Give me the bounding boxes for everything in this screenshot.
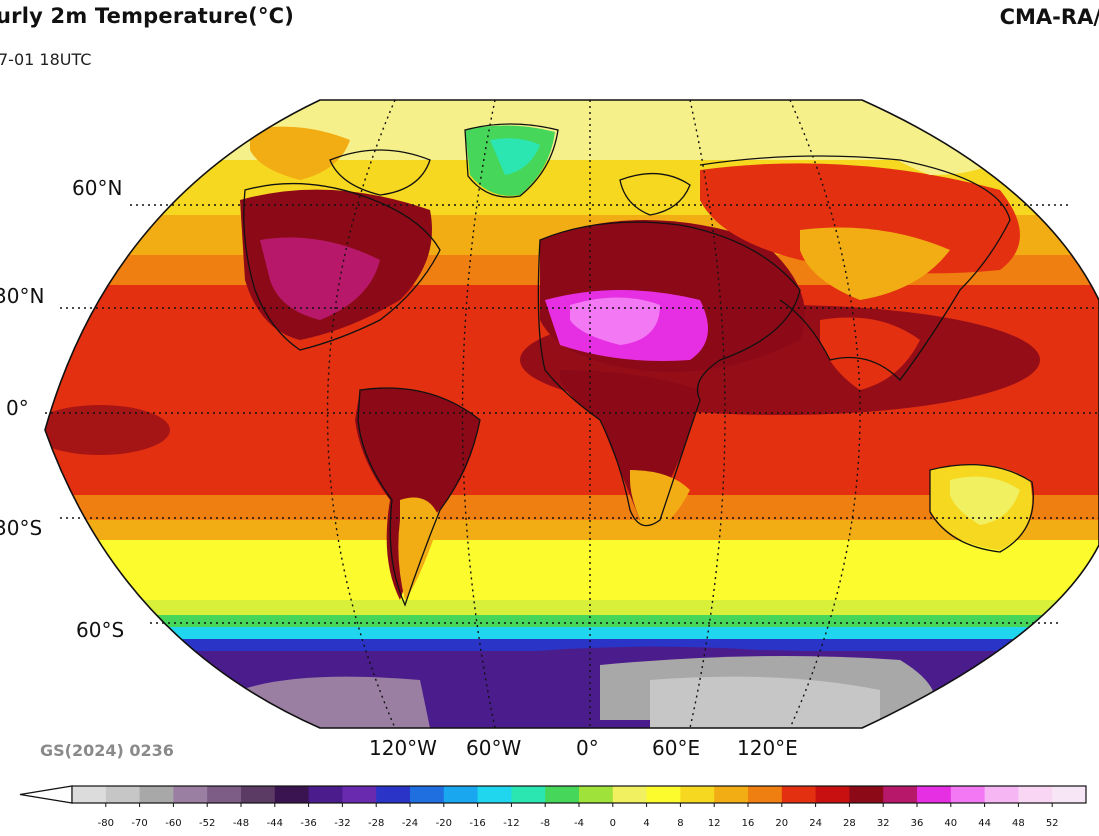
colorbar-swatch: [748, 786, 783, 803]
colorbar-tick-label: 28: [843, 818, 856, 829]
colorbar-swatch: [173, 786, 208, 803]
colorbar-tick-label: 48: [1012, 818, 1025, 829]
colorbar-swatch: [714, 786, 749, 803]
lat-label-30n: 30°N: [0, 284, 45, 308]
colorbar-tick-label: 4: [643, 818, 650, 829]
colorbar-svg: [19, 785, 1087, 807]
lon-label-120e: 120°E: [737, 736, 798, 760]
colorbar: [0, 780, 1099, 832]
colorbar-tick-label: -52: [199, 818, 216, 829]
colorbar-tick-label: 44: [978, 818, 991, 829]
colorbar-tick-label: 12: [707, 818, 721, 829]
colorbar-swatch: [984, 786, 1019, 803]
colorbar-swatch: [950, 786, 986, 803]
chart-title: urly 2m Temperature(°C): [0, 4, 295, 28]
colorbar-tick-label: 40: [944, 818, 958, 829]
colorbar-tick-label: -28: [368, 818, 385, 829]
colorbar-tick-label: -12: [503, 818, 520, 829]
lon-label-60e: 60°E: [652, 736, 701, 760]
colorbar-tick-label: 20: [775, 818, 789, 829]
colorbar-tick-label: -60: [165, 818, 182, 829]
colorbar-tick-label: 36: [910, 818, 924, 829]
colorbar-swatch: [612, 786, 648, 803]
lat-label-60n: 60°N: [72, 176, 123, 200]
colorbar-tick-label: 24: [809, 818, 822, 829]
colorbar-tick-label: -80: [97, 818, 114, 829]
colorbar-tick-label: -24: [401, 818, 419, 829]
colorbar-tick-label: -70: [131, 818, 148, 829]
colorbar-tick-label: -20: [435, 818, 452, 829]
lat-label-0: 0°: [6, 396, 29, 420]
coastlines: [243, 123, 1034, 607]
colorbar-tick-label: 0: [609, 818, 616, 829]
colorbar-swatch: [410, 786, 445, 803]
colorbar-swatch: [1018, 786, 1053, 803]
lat-label-60s: 60°S: [76, 618, 125, 642]
colorbar-tick-label: -16: [469, 818, 486, 829]
colorbar-tick-label: -32: [334, 818, 351, 829]
lon-label-60w: 60°W: [466, 736, 522, 760]
lon-label-0: 0°: [576, 736, 599, 760]
colorbar-swatch: [680, 786, 715, 803]
colorbar-swatch: [139, 786, 174, 803]
lat-label-30s: 30°S: [0, 516, 43, 540]
graticule: [45, 99, 1099, 729]
temperature-field: [45, 100, 1099, 728]
colorbar-swatch: [376, 786, 411, 803]
colorbar-swatch: [308, 786, 343, 803]
colorbar-swatch: [207, 786, 242, 803]
colorbar-swatch: [781, 786, 817, 803]
data-source-label: CMA-RA/: [999, 5, 1099, 29]
colorbar-tick-label: 16: [741, 818, 755, 829]
colorbar-extend-low: [19, 785, 73, 804]
colorbar-swatch: [1052, 786, 1087, 803]
colorbar-tick-label: -8: [540, 818, 551, 829]
colorbar-tick-label: 32: [876, 818, 890, 829]
colorbar-swatch: [579, 786, 614, 803]
colorbar-swatch: [917, 786, 952, 803]
colorbar-swatch: [646, 786, 681, 803]
colorbar-swatch: [241, 786, 276, 803]
lon-label-120w: 120°W: [369, 736, 437, 760]
colorbar-swatch: [849, 786, 884, 803]
colorbar-swatch: [342, 786, 377, 803]
colorbar-tick-label: -44: [266, 818, 283, 829]
colorbar-swatch: [545, 786, 580, 803]
colorbar-swatch: [443, 786, 479, 803]
colorbar-swatch: [274, 786, 310, 803]
colorbar-tick-label: -48: [232, 818, 250, 829]
colorbar-swatch: [511, 786, 546, 803]
colorbar-swatch: [72, 786, 107, 803]
colorbar-swatch: [815, 786, 850, 803]
colorbar-swatch: [477, 786, 512, 803]
colorbar-swatch: [883, 786, 918, 803]
map-outline: [44, 99, 1099, 729]
colorbar-tick-label: 52: [1045, 818, 1059, 829]
chart-subtitle: 7-01 18UTC: [0, 50, 92, 69]
colorbar-tick-label: -36: [300, 818, 317, 829]
colorbar-swatch: [105, 786, 141, 803]
colorbar-tick-label: 8: [677, 818, 684, 829]
map-approval-number: GS(2024) 0236: [40, 741, 174, 760]
colorbar-tick-label: -4: [574, 818, 584, 829]
